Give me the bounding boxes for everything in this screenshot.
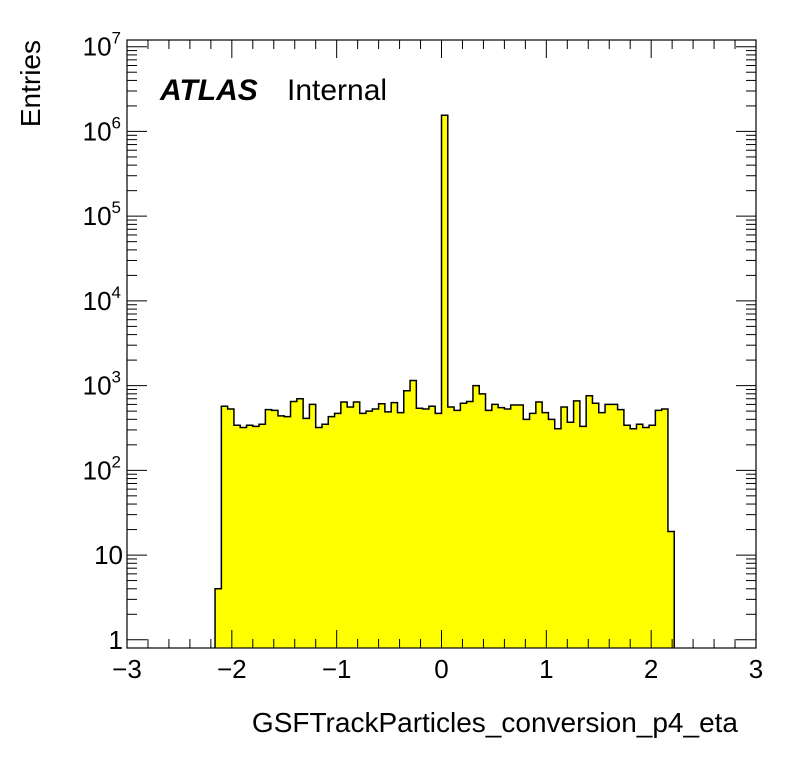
y-tick-label-6: 106 — [83, 113, 121, 146]
histogram-bar-61 — [598, 412, 606, 648]
histogram-bar-60 — [592, 403, 600, 648]
histogram-bar-43 — [485, 410, 493, 648]
histogram-bar-16 — [315, 427, 323, 648]
histogram-bar-11 — [284, 416, 291, 648]
bars-layer — [215, 115, 675, 649]
x-tick-label-6: 3 — [749, 654, 763, 684]
y-tick-label-1: 10 — [94, 540, 123, 570]
histogram-bar-34 — [428, 406, 436, 648]
histogram-bar-23 — [359, 413, 367, 648]
histogram-bar-45 — [498, 407, 505, 648]
histogram-bar-65 — [623, 425, 631, 648]
histogram-bar-42 — [479, 393, 486, 648]
histogram-bar-59 — [586, 395, 593, 648]
histogram-bar-10 — [277, 415, 285, 648]
histogram-bar-36 — [441, 115, 449, 649]
histogram-bar-29 — [397, 412, 405, 648]
histogram-bar-14 — [303, 418, 310, 648]
y-tick-label-0: 1 — [109, 625, 123, 655]
histogram-bar-72 — [667, 531, 675, 648]
histogram-bar-70 — [655, 410, 663, 648]
histogram-bar-4 — [240, 427, 247, 648]
histogram-bar-28 — [391, 402, 398, 648]
histogram-bar-67 — [636, 424, 644, 648]
histogram-bar-49 — [523, 419, 530, 648]
ticks-layer — [126, 40, 757, 648]
histogram-bar-31 — [410, 380, 417, 648]
histogram-bar-54 — [554, 428, 562, 648]
histogram-bar-26 — [378, 403, 386, 648]
histogram-bar-35 — [435, 413, 442, 648]
histogram-bar-15 — [309, 404, 317, 648]
histogram-bar-7 — [259, 424, 266, 648]
histogram-bar-51 — [535, 402, 543, 648]
histogram-bar-13 — [296, 398, 304, 648]
histogram-bar-30 — [403, 390, 411, 648]
histogram-bar-69 — [649, 425, 656, 648]
histogram-bar-56 — [567, 422, 574, 648]
y-tick-label-3: 103 — [83, 368, 121, 401]
histogram-bar-57 — [573, 400, 581, 648]
histogram-bar-64 — [617, 409, 625, 648]
histogram-bar-58 — [579, 426, 587, 648]
x-tick-label-4: 1 — [539, 654, 553, 684]
histogram-bar-9 — [271, 410, 279, 648]
histogram-bar-1 — [221, 406, 229, 648]
histogram-bar-33 — [422, 408, 430, 648]
y-tick-label-4: 104 — [83, 283, 121, 316]
histogram-bar-53 — [548, 419, 556, 648]
histogram-bar-19 — [334, 413, 342, 648]
histogram-bar-24 — [366, 411, 373, 648]
histogram-outline — [214, 114, 675, 648]
histogram-bar-2 — [227, 408, 235, 648]
histogram-bar-37 — [447, 406, 455, 648]
histogram-bar-12 — [290, 401, 298, 648]
histogram-bar-3 — [233, 425, 241, 648]
histogram-bar-27 — [384, 411, 392, 648]
histogram-bar-44 — [491, 404, 499, 648]
histogram-bar-17 — [321, 424, 329, 648]
histogram-bar-66 — [630, 428, 637, 648]
histogram-bar-41 — [472, 385, 480, 648]
histogram-bar-39 — [460, 403, 468, 648]
atlas-label: ATLAS — [159, 74, 258, 107]
x-tick-label-5: 2 — [644, 654, 658, 684]
x-tick-label-0: −3 — [112, 654, 142, 684]
histogram-bar-50 — [529, 413, 537, 648]
histogram-bar-63 — [611, 404, 619, 648]
histogram-bar-48 — [516, 405, 524, 648]
internal-label: Internal — [287, 74, 387, 107]
histogram-bar-68 — [642, 427, 650, 648]
histogram-bar-47 — [510, 405, 518, 648]
y-tick-label-2: 102 — [83, 452, 121, 485]
histogram-bar-6 — [252, 426, 260, 648]
histogram-bar-18 — [328, 416, 335, 648]
histogram-bar-46 — [504, 408, 512, 648]
histogram-bar-0 — [215, 588, 222, 648]
histogram-bar-55 — [561, 406, 568, 648]
histogram-bar-32 — [416, 408, 424, 648]
x-tick-label-3: 0 — [434, 654, 448, 684]
histogram-bar-8 — [265, 409, 273, 648]
x-tick-label-1: −2 — [217, 654, 247, 684]
histogram-bar-71 — [661, 408, 669, 648]
histogram-bar-21 — [347, 406, 354, 648]
histogram-bar-40 — [466, 401, 474, 648]
y-tick-label-5: 105 — [83, 198, 121, 231]
x-tick-label-2: −1 — [322, 654, 352, 684]
x-axis-title: GSFTrackParticles_conversion_p4_eta — [252, 707, 739, 738]
histogram-bar-62 — [605, 404, 612, 648]
y-tick-label-7: 107 — [83, 29, 121, 62]
histogram-bar-52 — [542, 412, 549, 648]
histogram-bar-25 — [372, 408, 379, 648]
histogram-bar-22 — [353, 402, 361, 648]
histogram-bar-20 — [340, 402, 348, 648]
y-axis-title: Entries — [15, 40, 46, 127]
histogram-bar-5 — [246, 425, 254, 648]
histogram-bar-38 — [454, 410, 461, 648]
tick-labels-layer: −3 −2 −1 0 1 2 3 1 10 102 103 104 105 106 107 — [83, 29, 764, 684]
